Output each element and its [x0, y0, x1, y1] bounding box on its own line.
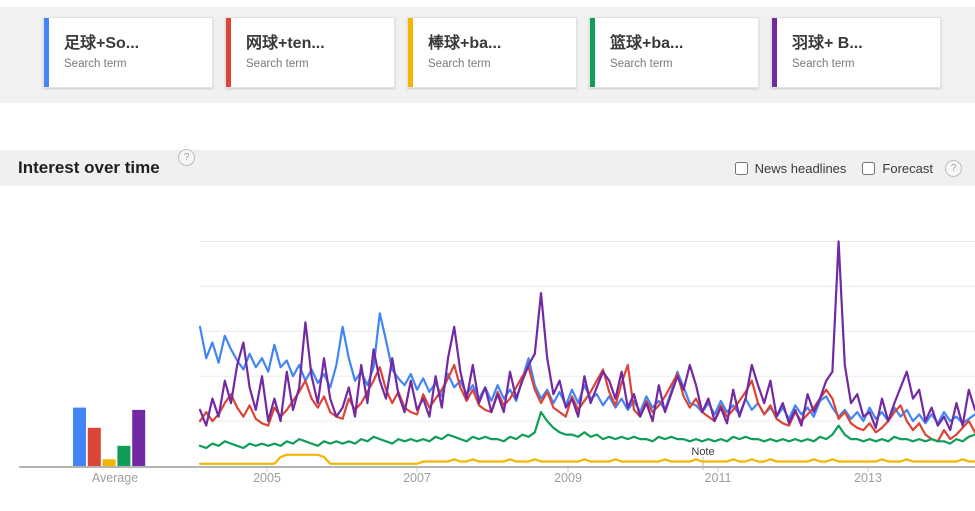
help-icon[interactable]: ?: [178, 148, 196, 166]
card-color-stripe: [408, 18, 413, 87]
search-term-type: Search term: [610, 58, 673, 70]
x-axis-year-label: 2007: [403, 471, 431, 485]
search-term-card-soccer[interactable]: 足球+So... Search term: [43, 17, 213, 88]
card-color-stripe: [772, 18, 777, 87]
search-term-card-baseball[interactable]: 棒球+ba... Search term: [407, 17, 577, 88]
news-headlines-option[interactable]: News headlines: [734, 160, 847, 176]
forecast-help-icon[interactable]: ?: [945, 159, 962, 177]
note-marker[interactable]: Note: [691, 446, 715, 458]
interest-over-time-chart: 2005 2007 2009 2011 2013 Average Note: [0, 186, 975, 511]
search-term-label: 篮球+ba...: [610, 35, 684, 52]
card-color-stripe: [226, 18, 231, 87]
forecast-option[interactable]: Forecast: [862, 161, 933, 176]
x-axis-year-label: 2009: [554, 471, 582, 485]
x-axis-year-label: 2005: [253, 471, 281, 485]
search-terms-strip: 足球+So... Search term 网球+ten... Search te…: [0, 7, 975, 103]
search-term-card-badminton[interactable]: 羽球+ B... Search term: [771, 17, 941, 88]
search-term-type: Search term: [792, 58, 855, 70]
card-color-stripe: [44, 18, 49, 87]
news-headlines-label: News headlines: [754, 160, 847, 176]
search-term-type: Search term: [428, 58, 491, 70]
search-term-type: Search term: [246, 58, 309, 70]
search-term-label: 足球+So...: [64, 35, 140, 52]
search-term-card-tennis[interactable]: 网球+ten... Search term: [225, 17, 395, 88]
x-axis-year-label: 2013: [854, 471, 882, 485]
search-term-label: 棒球+ba...: [428, 35, 502, 52]
search-term-card-basketball[interactable]: 篮球+ba... Search term: [589, 17, 759, 88]
section-title: Interest over time: [18, 158, 160, 177]
news-headlines-checkbox[interactable]: [734, 161, 748, 175]
search-term-label: 羽球+ B...: [792, 35, 863, 52]
x-axis-year-label: 2011: [704, 471, 732, 485]
average-axis-label: Average: [91, 471, 139, 485]
forecast-label: Forecast: [882, 160, 933, 176]
card-color-stripe: [590, 18, 595, 87]
forecast-checkbox[interactable]: [862, 161, 876, 175]
chart-options: News headlines Forecast ?: [734, 150, 962, 186]
search-term-type: Search term: [64, 58, 127, 70]
x-axis-labels: 2005 2007 2009 2011 2013 Average Note: [0, 446, 975, 493]
chart-canvas: [19, 240, 975, 472]
search-term-label: 网球+ten...: [246, 35, 325, 52]
interest-over-time-header: Interest over time ? News headlines Fore…: [0, 148, 975, 186]
